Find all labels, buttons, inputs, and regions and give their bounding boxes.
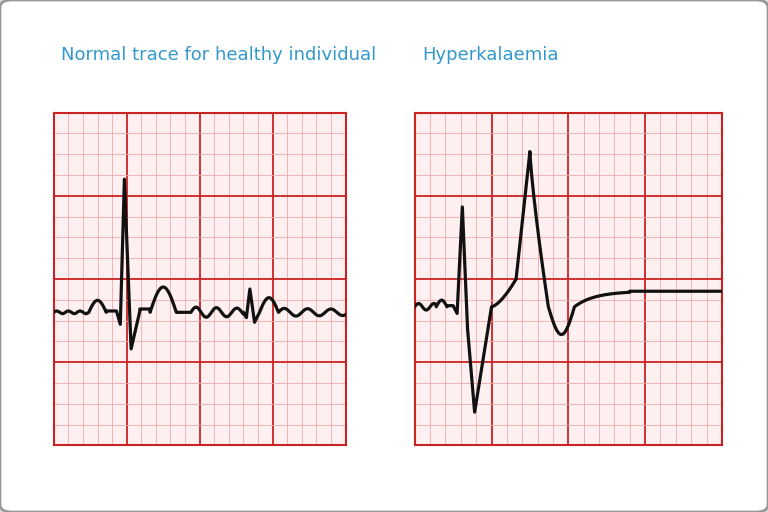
Text: Hyperkalaemia: Hyperkalaemia: [422, 46, 559, 64]
Text: Normal trace for healthy individual: Normal trace for healthy individual: [61, 46, 376, 64]
